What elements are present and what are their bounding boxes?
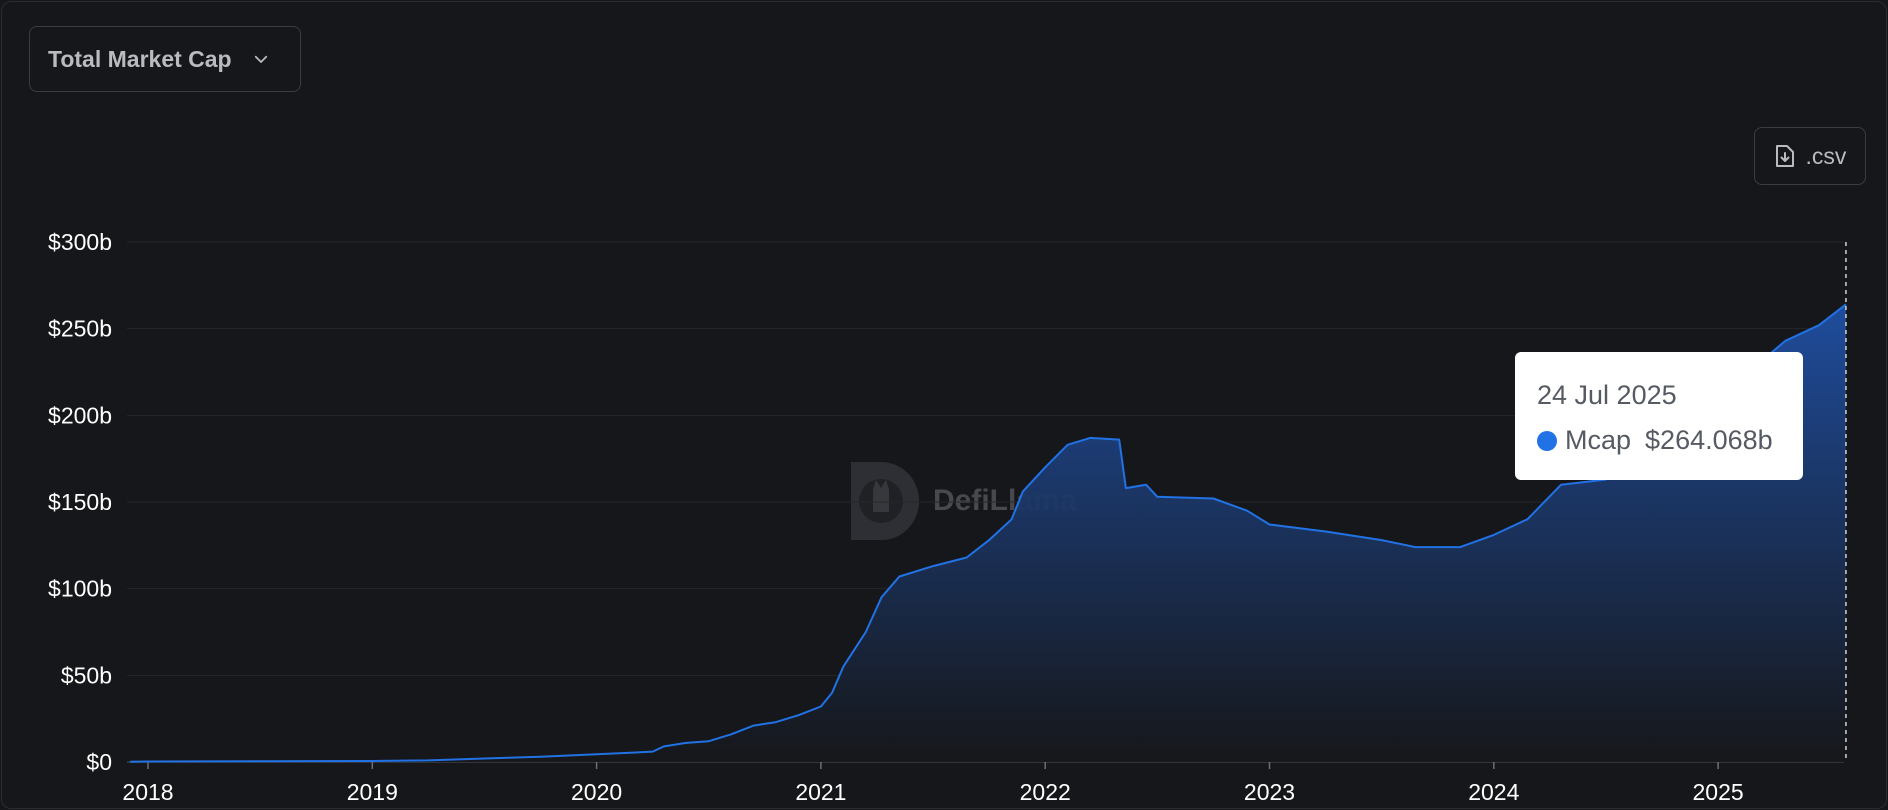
y-tick-label: $0: [86, 749, 112, 775]
llama-logo-icon: [851, 462, 919, 540]
tooltip-series-name: Mcap: [1565, 425, 1632, 455]
x-tick-label: 2021: [795, 779, 846, 805]
y-tick-label: $300b: [48, 229, 112, 255]
chevron-down-icon: [254, 55, 267, 63]
download-csv-label: .csv: [1805, 142, 1847, 169]
metric-dropdown[interactable]: Total Market Cap: [29, 26, 301, 92]
x-tick-label: 2025: [1693, 779, 1744, 805]
y-tick-label: $100b: [48, 576, 112, 602]
series-area: [130, 304, 1847, 762]
x-tick-label: 2019: [347, 779, 398, 805]
tooltip-value: $264.068b: [1645, 425, 1773, 455]
x-tick-label: 2018: [122, 779, 173, 805]
x-tick-label: 2020: [571, 779, 622, 805]
y-tick-label: $50b: [61, 662, 112, 688]
series-mcap: [130, 303, 1847, 763]
y-tick-label: $250b: [48, 316, 112, 342]
x-tick-label: 2024: [1468, 779, 1519, 805]
chart-tooltip: 24 Jul 2025 Mcap $264.068b: [1515, 352, 1803, 480]
download-csv-button[interactable]: .csv: [1754, 127, 1866, 185]
y-tick-label: $150b: [48, 489, 112, 515]
x-axis: 2018 2019 2020 2021 2022 2023 2024 2025: [122, 762, 1744, 805]
x-tick-label: 2023: [1244, 779, 1295, 805]
file-download-icon: [1775, 145, 1794, 167]
y-axis: $0 $50b $100b $150b $200b $250b $300b: [48, 229, 112, 775]
metric-dropdown-label: Total Market Cap: [48, 45, 232, 72]
series-line: [130, 303, 1847, 763]
y-tick-label: $200b: [48, 402, 112, 428]
series-color-dot: [1537, 430, 1557, 451]
tooltip-date: 24 Jul 2025: [1537, 380, 1677, 410]
x-tick-label: 2022: [1020, 779, 1071, 805]
